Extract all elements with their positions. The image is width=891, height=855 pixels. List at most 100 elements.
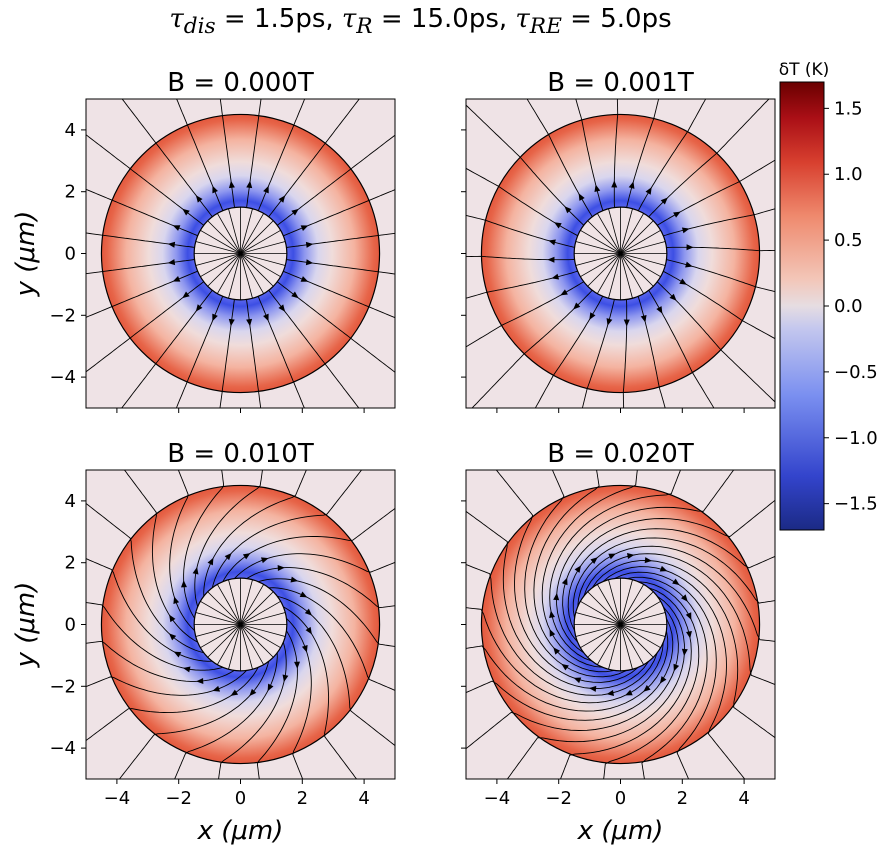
x-tick-label: 4 <box>738 788 749 809</box>
colorbar-gradient <box>779 81 825 531</box>
colorbar-tick-label: 0.5 <box>834 230 863 251</box>
stream-arrow <box>623 319 630 327</box>
x-tick-label: 0 <box>615 788 626 809</box>
stream-arrow <box>574 565 582 573</box>
stream-arrow <box>182 291 190 299</box>
outer-boundary <box>480 113 761 394</box>
streamlines <box>466 99 775 408</box>
stream-arrow <box>686 631 692 639</box>
x-tick-label: −2 <box>165 788 192 809</box>
stream-arrow <box>659 565 668 572</box>
stream-arrows <box>167 180 314 327</box>
y-axis-label: y (μm) <box>11 582 41 669</box>
inner-boundary <box>193 577 288 672</box>
stream-arrow <box>212 685 221 692</box>
stream-arrow <box>260 557 269 564</box>
stream-arrow <box>212 185 218 194</box>
colorbar-tick-label: 0.0 <box>834 296 863 317</box>
stream-arrow <box>168 633 177 641</box>
x-axis-label: x (μm) <box>577 816 664 846</box>
outer-boundary <box>100 113 381 394</box>
stream-arrow <box>560 289 568 296</box>
stream-arrow <box>573 677 582 684</box>
y-tick-label: −4 <box>49 367 76 388</box>
stream-arrow <box>207 557 214 566</box>
stream-arrow <box>594 184 601 193</box>
panel-1: B = 0.001T <box>461 68 776 413</box>
stream-arrow <box>180 580 187 588</box>
stream-arrow <box>305 241 314 248</box>
stream-arrow <box>267 683 274 692</box>
stream-arrow <box>553 647 561 655</box>
colorbar-tick-label: −1.0 <box>834 428 878 449</box>
stream-arrow <box>660 197 668 205</box>
stream-arrow <box>300 225 309 231</box>
y-tick-label: −2 <box>49 676 76 697</box>
streamlines <box>86 99 395 408</box>
stream-arrow <box>195 195 203 203</box>
stream-arrow <box>291 208 299 216</box>
stream-arrow <box>182 208 190 216</box>
stream-arrow <box>305 259 314 266</box>
stream-arrow <box>195 304 203 312</box>
stream-arrow <box>680 594 688 602</box>
stream-arrow <box>561 663 569 671</box>
stream-arrow <box>640 314 647 323</box>
stream-arrow <box>304 608 313 616</box>
panel-title: B = 0.020T <box>547 439 694 469</box>
stream-arrow <box>290 576 298 583</box>
stream-arrow <box>291 291 299 299</box>
stream-arrow <box>608 553 616 560</box>
stream-arrow <box>679 278 687 285</box>
stream-arrow <box>294 661 301 669</box>
stream-arrow <box>590 557 598 565</box>
stream-arrow <box>673 663 680 672</box>
stream-arrow <box>196 678 204 685</box>
outer-boundary <box>480 484 761 765</box>
stream-arrow <box>553 593 560 601</box>
stream-arrow <box>278 195 286 203</box>
stream-arrow <box>263 185 269 194</box>
stream-arrow <box>167 241 176 248</box>
panel-title: B = 0.000T <box>167 68 314 98</box>
stream-arrows <box>549 553 692 696</box>
stream-arrow <box>625 689 633 696</box>
stream-arrow <box>242 553 251 560</box>
x-tick-label: 2 <box>297 788 308 809</box>
stream-arrow <box>549 629 556 637</box>
stream-arrow <box>301 644 308 653</box>
stream-arrow <box>249 688 257 697</box>
stream-arrow <box>628 181 635 189</box>
stream-arrow <box>564 206 572 214</box>
stream-arrow <box>299 591 308 598</box>
inner-boundary <box>193 206 288 301</box>
x-tick-label: 2 <box>677 788 688 809</box>
y-axis-label: y (μm) <box>11 211 41 298</box>
stream-arrow <box>277 564 285 571</box>
stream-arrow <box>561 577 568 586</box>
stream-arrow <box>669 293 677 301</box>
stream-arrow <box>551 273 560 280</box>
y-tick-label: −4 <box>49 738 76 759</box>
x-tick-label: 0 <box>235 788 246 809</box>
y-tick-label: 4 <box>65 491 76 512</box>
inner-spokes <box>194 578 287 671</box>
colorbar-tick-label: −1.5 <box>834 494 878 515</box>
stream-arrow <box>686 244 694 251</box>
stream-arrow <box>246 180 253 189</box>
x-tick-label: 4 <box>358 788 369 809</box>
stream-arrow <box>167 259 176 266</box>
colorbar-label: δT (K) <box>779 60 830 80</box>
stream-arrow <box>589 685 597 692</box>
inner-spokes <box>574 578 667 671</box>
streamlines <box>86 470 395 779</box>
stream-arrow <box>547 256 555 263</box>
stream-arrow <box>300 276 309 282</box>
y-tick-label: 4 <box>65 120 76 141</box>
stream-arrow <box>228 180 235 189</box>
stream-arrow <box>263 313 269 322</box>
panel-2: B = 0.010T −4 −2 0 2 4 −4 −2 0 2 4 x (μm) y (μm) <box>11 439 396 846</box>
stream-arrow <box>246 318 253 327</box>
stream-arrow <box>672 578 680 586</box>
